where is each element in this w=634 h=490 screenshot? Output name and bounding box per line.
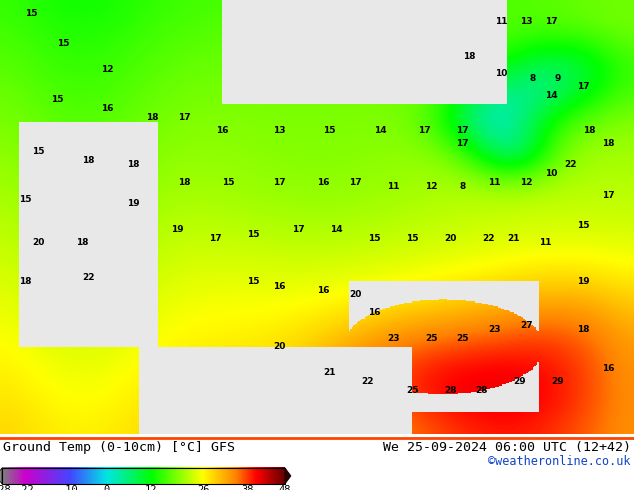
Text: 12: 12: [425, 182, 437, 191]
Text: 14: 14: [330, 225, 342, 234]
Text: 17: 17: [602, 191, 615, 199]
Text: 11: 11: [495, 17, 507, 26]
Text: 15: 15: [247, 277, 260, 286]
Text: 11: 11: [539, 238, 552, 247]
Text: 0: 0: [103, 486, 110, 490]
Text: 15: 15: [51, 95, 63, 104]
Text: 17: 17: [349, 178, 361, 187]
Text: 17: 17: [292, 225, 304, 234]
Text: 9: 9: [555, 74, 561, 82]
Polygon shape: [285, 468, 291, 484]
Text: 15: 15: [222, 178, 235, 187]
Text: 12: 12: [145, 486, 157, 490]
Text: 11: 11: [488, 178, 501, 187]
Polygon shape: [0, 468, 2, 484]
Text: 29: 29: [514, 377, 526, 386]
Text: 19: 19: [577, 277, 590, 286]
Text: 17: 17: [209, 234, 222, 243]
Text: 15: 15: [247, 230, 260, 239]
Text: 48: 48: [279, 486, 291, 490]
Text: 18: 18: [577, 325, 590, 334]
Text: 17: 17: [178, 113, 190, 122]
Text: 20: 20: [32, 238, 44, 247]
Text: 25: 25: [425, 334, 437, 343]
Text: 15: 15: [406, 234, 418, 243]
Text: 14: 14: [374, 125, 387, 135]
Text: 16: 16: [101, 104, 114, 113]
Text: 10: 10: [545, 169, 558, 178]
Text: 22: 22: [82, 273, 95, 282]
Text: 17: 17: [456, 139, 469, 147]
Text: 18: 18: [463, 52, 476, 61]
Text: 18: 18: [127, 160, 139, 169]
Text: 15: 15: [32, 147, 44, 156]
Text: 13: 13: [520, 17, 533, 26]
Text: 19: 19: [171, 225, 184, 234]
Text: 16: 16: [273, 282, 285, 291]
Text: 28: 28: [444, 386, 456, 395]
Text: 17: 17: [577, 82, 590, 91]
Text: 25: 25: [456, 334, 469, 343]
Text: 21: 21: [507, 234, 520, 243]
Text: 18: 18: [82, 156, 95, 165]
Text: ©weatheronline.co.uk: ©weatheronline.co.uk: [489, 455, 631, 468]
Text: 8: 8: [460, 182, 466, 191]
Text: We 25-09-2024 06:00 UTC (12+42): We 25-09-2024 06:00 UTC (12+42): [383, 441, 631, 454]
Text: 17: 17: [545, 17, 558, 26]
Text: -10: -10: [60, 486, 79, 490]
Text: 17: 17: [273, 178, 285, 187]
Text: 16: 16: [317, 178, 330, 187]
Text: 26: 26: [197, 486, 209, 490]
Text: 12: 12: [520, 178, 533, 187]
Bar: [2, 468, 285, 484]
Text: -28: -28: [0, 486, 11, 490]
Text: 15: 15: [19, 195, 32, 204]
Text: 13: 13: [273, 125, 285, 135]
Text: 8: 8: [529, 74, 536, 82]
Text: 18: 18: [146, 113, 158, 122]
Text: Ground Temp (0-10cm) [°C] GFS: Ground Temp (0-10cm) [°C] GFS: [3, 441, 235, 454]
Text: 38: 38: [242, 486, 254, 490]
Text: 17: 17: [418, 125, 431, 135]
Text: 22: 22: [564, 160, 577, 169]
Text: 23: 23: [488, 325, 501, 334]
Text: 15: 15: [368, 234, 380, 243]
Text: 18: 18: [583, 125, 596, 135]
Text: 27: 27: [520, 321, 533, 330]
Text: 29: 29: [552, 377, 564, 386]
Text: 16: 16: [216, 125, 228, 135]
Text: 17: 17: [456, 125, 469, 135]
Text: 10: 10: [495, 69, 507, 78]
Text: 18: 18: [76, 238, 89, 247]
Text: 18: 18: [19, 277, 32, 286]
Text: 28: 28: [476, 386, 488, 395]
Text: 15: 15: [25, 8, 38, 18]
Text: 22: 22: [361, 377, 374, 386]
Text: 23: 23: [387, 334, 399, 343]
Text: 18: 18: [602, 139, 615, 147]
Text: 15: 15: [577, 221, 590, 230]
Text: 12: 12: [101, 65, 114, 74]
Text: 21: 21: [323, 368, 336, 377]
Text: 15: 15: [57, 39, 70, 48]
Text: 14: 14: [545, 91, 558, 100]
Text: 22: 22: [482, 234, 495, 243]
Text: 16: 16: [602, 364, 615, 373]
Text: 20: 20: [273, 343, 285, 351]
Text: 18: 18: [178, 178, 190, 187]
Text: 20: 20: [444, 234, 456, 243]
Text: 15: 15: [323, 125, 336, 135]
Text: 16: 16: [317, 286, 330, 295]
Text: 16: 16: [368, 308, 380, 317]
Text: -22: -22: [15, 486, 34, 490]
Text: 20: 20: [349, 291, 361, 299]
Text: 25: 25: [406, 386, 418, 395]
Text: 19: 19: [127, 199, 139, 208]
Text: 11: 11: [387, 182, 399, 191]
